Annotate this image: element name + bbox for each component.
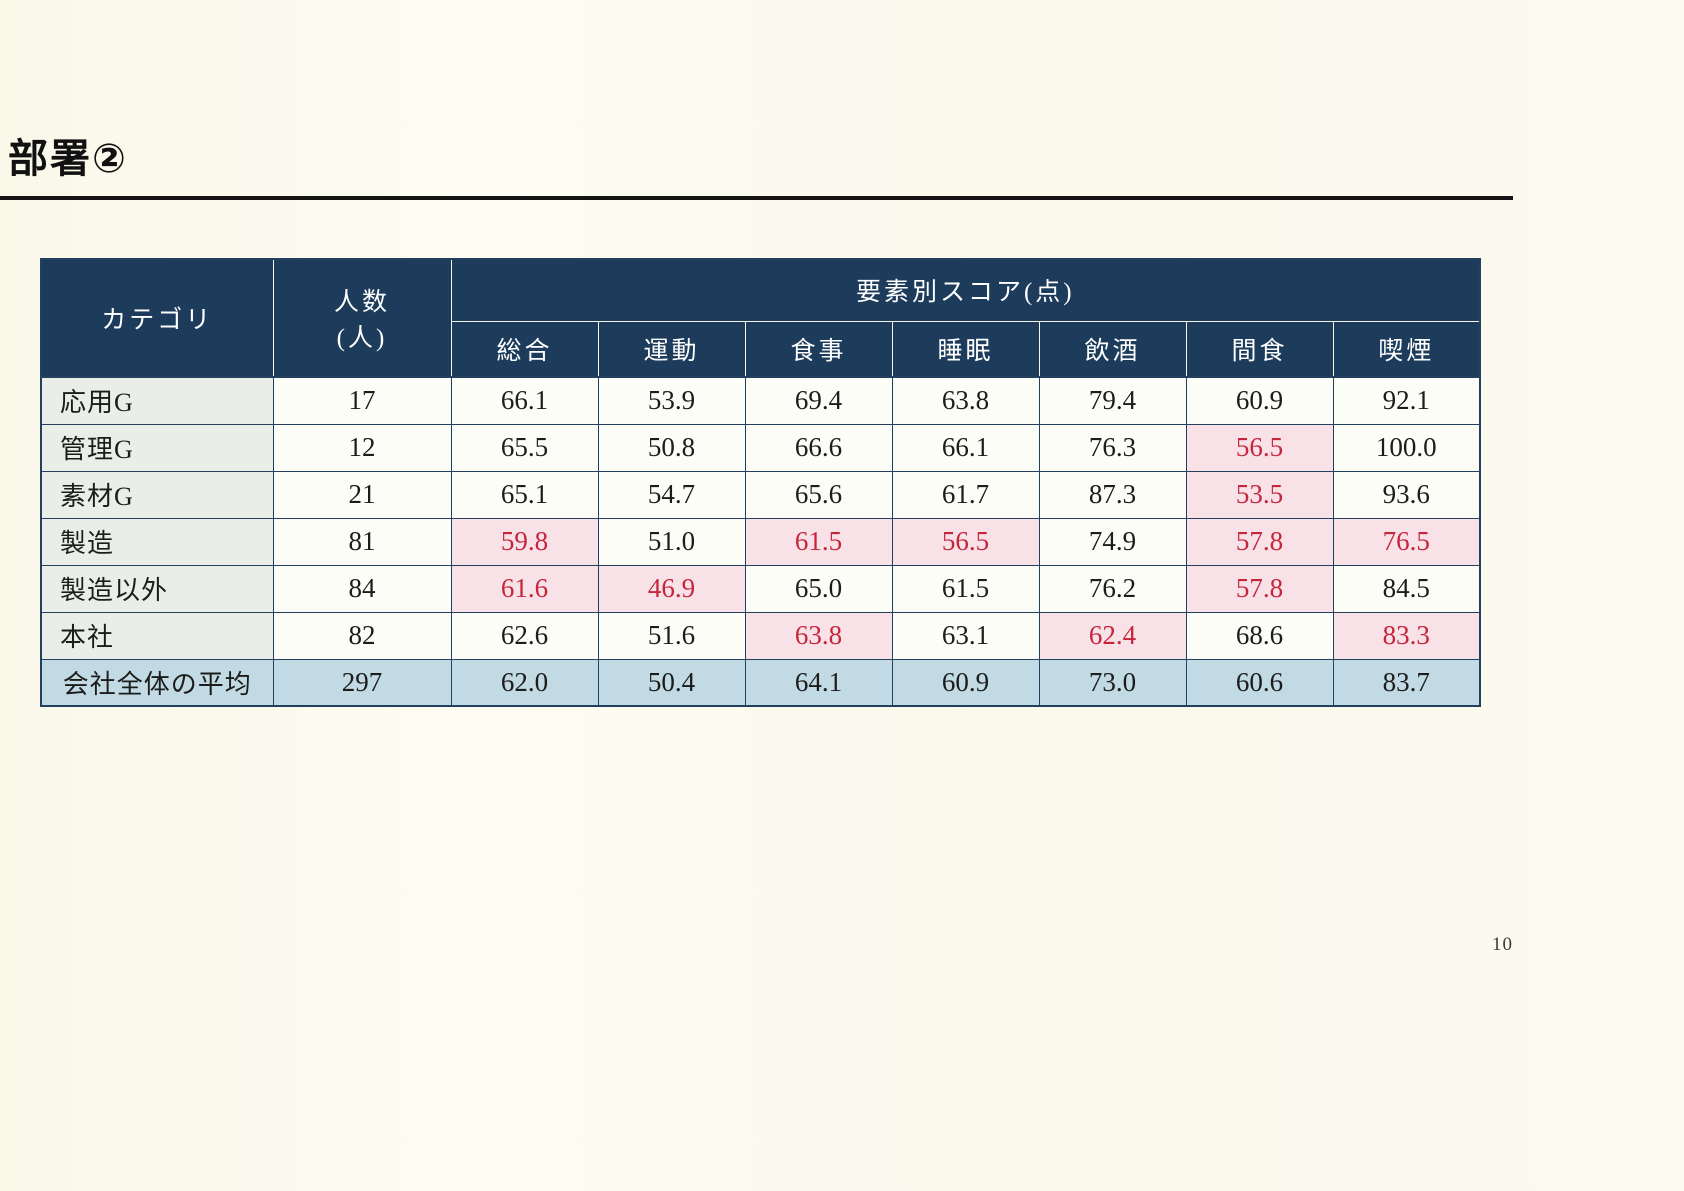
- average-row: 会社全体の平均 297 62.0 50.4 64.1 60.9 73.0 60.…: [40, 658, 1481, 707]
- header-col-overall: 総合: [450, 320, 599, 378]
- header-col-smoking: 喫煙: [1332, 320, 1481, 378]
- score-cell: 84.5: [1332, 564, 1481, 613]
- average-score-cell: 62.0: [450, 658, 599, 707]
- score-cell: 100.0: [1332, 423, 1481, 472]
- header-col-diet: 食事: [744, 320, 893, 378]
- table-row: 製造以外 84 61.6 46.9 65.0 61.5 76.2 57.8 84…: [40, 564, 1481, 613]
- score-cell: 54.7: [597, 470, 746, 519]
- score-cell: 92.1: [1332, 376, 1481, 425]
- header-score-group: 要素別スコア(点): [450, 258, 1481, 322]
- score-cell: 66.1: [450, 376, 599, 425]
- score-cell: 61.5: [891, 564, 1040, 613]
- average-score-cell: 60.6: [1185, 658, 1334, 707]
- score-cell: 46.9: [597, 564, 746, 613]
- header-count-line2: (人): [336, 325, 388, 352]
- score-cell: 74.9: [1038, 517, 1187, 566]
- table-row: 応用G 17 66.1 53.9 69.4 63.8 79.4 60.9 92.…: [40, 376, 1481, 425]
- score-cell: 56.5: [1185, 423, 1334, 472]
- title-rule: [0, 196, 1513, 200]
- header-row-group: カテゴリ 人数 (人) 要素別スコア(点): [40, 258, 1481, 378]
- score-cell: 57.8: [1185, 564, 1334, 613]
- header-count-line1: 人数: [333, 289, 390, 316]
- average-count-cell: 297: [272, 658, 452, 707]
- score-cell: 65.1: [450, 470, 599, 519]
- average-score-cell: 50.4: [597, 658, 746, 707]
- category-cell: 応用G: [40, 376, 274, 425]
- score-cell: 65.6: [744, 470, 893, 519]
- table-row: 素材G 21 65.1 54.7 65.6 61.7 87.3 53.5 93.…: [40, 470, 1481, 519]
- score-cell: 56.5: [891, 517, 1040, 566]
- header-col-alcohol: 飲酒: [1038, 320, 1187, 378]
- average-label-cell: 会社全体の平均: [40, 658, 274, 707]
- table-body: 応用G 17 66.1 53.9 69.4 63.8 79.4 60.9 92.…: [40, 376, 1481, 707]
- average-score-cell: 64.1: [744, 658, 893, 707]
- score-cell: 87.3: [1038, 470, 1187, 519]
- score-cell: 63.8: [891, 376, 1040, 425]
- count-cell: 12: [272, 423, 452, 472]
- score-cell: 93.6: [1332, 470, 1481, 519]
- category-cell: 製造: [40, 517, 274, 566]
- header-col-exercise: 運動: [597, 320, 746, 378]
- score-cell: 65.5: [450, 423, 599, 472]
- table-row: 製造 81 59.8 51.0 61.5 56.5 74.9 57.8 76.5: [40, 517, 1481, 566]
- average-score-cell: 83.7: [1332, 658, 1481, 707]
- score-cell: 83.3: [1332, 611, 1481, 660]
- score-cell: 62.6: [450, 611, 599, 660]
- count-cell: 84: [272, 564, 452, 613]
- score-cell: 61.5: [744, 517, 893, 566]
- score-cell: 66.1: [891, 423, 1040, 472]
- score-cell: 50.8: [597, 423, 746, 472]
- category-cell: 本社: [40, 611, 274, 660]
- header-col-snack: 間食: [1185, 320, 1334, 378]
- score-cell: 61.7: [891, 470, 1040, 519]
- category-cell: 素材G: [40, 470, 274, 519]
- department-score-table: カテゴリ 人数 (人) 要素別スコア(点) 総合 運動 食事 睡眠 飲酒 間食 …: [40, 258, 1482, 707]
- header-row-columns: 総合 運動 食事 睡眠 飲酒 間食 喫煙: [41, 320, 1481, 378]
- page-title: 部署②: [8, 137, 128, 181]
- header-count: 人数 (人): [272, 258, 452, 378]
- header-category: カテゴリ: [40, 258, 274, 378]
- score-cell: 53.5: [1185, 470, 1334, 519]
- page-number: 10: [1492, 934, 1513, 955]
- table-header: カテゴリ 人数 (人) 要素別スコア(点) 総合 運動 食事 睡眠 飲酒 間食 …: [40, 258, 1481, 378]
- score-cell: 79.4: [1038, 376, 1187, 425]
- table-row: 本社 82 62.6 51.6 63.8 63.1 62.4 68.6 83.3: [40, 611, 1481, 660]
- score-cell: 68.6: [1185, 611, 1334, 660]
- score-cell: 63.8: [744, 611, 893, 660]
- score-cell: 51.6: [597, 611, 746, 660]
- count-cell: 21: [272, 470, 452, 519]
- score-cell: 65.0: [744, 564, 893, 613]
- score-cell: 62.4: [1038, 611, 1187, 660]
- average-score-cell: 60.9: [891, 658, 1040, 707]
- score-cell: 63.1: [891, 611, 1040, 660]
- count-cell: 81: [272, 517, 452, 566]
- average-score-cell: 73.0: [1038, 658, 1187, 707]
- score-cell: 69.4: [744, 376, 893, 425]
- count-cell: 82: [272, 611, 452, 660]
- score-cell: 66.6: [744, 423, 893, 472]
- score-cell: 76.3: [1038, 423, 1187, 472]
- score-cell: 59.8: [450, 517, 599, 566]
- score-cell: 60.9: [1185, 376, 1334, 425]
- count-cell: 17: [272, 376, 452, 425]
- score-table-wrap: カテゴリ 人数 (人) 要素別スコア(点) 総合 運動 食事 睡眠 飲酒 間食 …: [40, 258, 1482, 707]
- header-col-sleep: 睡眠: [891, 320, 1040, 378]
- category-cell: 製造以外: [40, 564, 274, 613]
- score-cell: 57.8: [1185, 517, 1334, 566]
- category-cell: 管理G: [40, 423, 274, 472]
- score-cell: 51.0: [597, 517, 746, 566]
- table-row: 管理G 12 65.5 50.8 66.6 66.1 76.3 56.5 100…: [40, 423, 1481, 472]
- score-cell: 61.6: [450, 564, 599, 613]
- score-cell: 76.5: [1332, 517, 1481, 566]
- score-cell: 76.2: [1038, 564, 1187, 613]
- score-cell: 53.9: [597, 376, 746, 425]
